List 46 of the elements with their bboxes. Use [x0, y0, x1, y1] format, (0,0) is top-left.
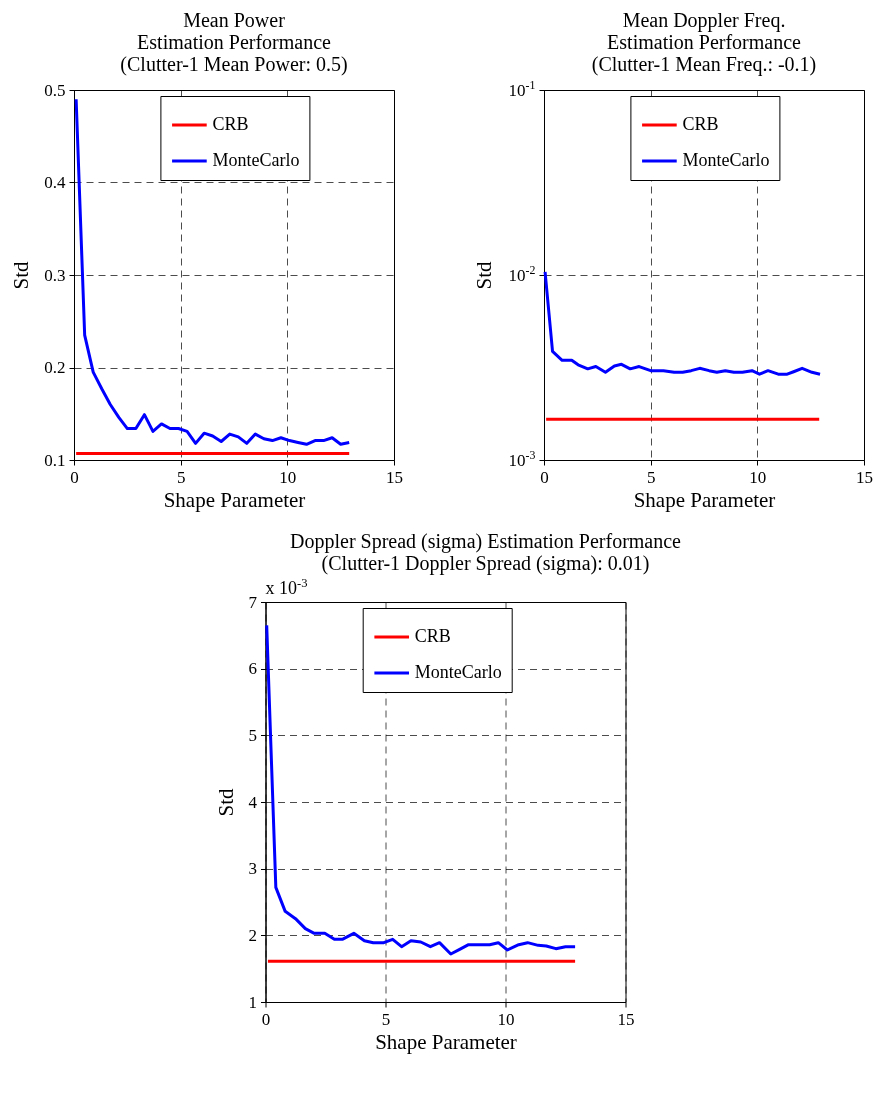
chart-title: Doppler Spread (sigma) Estimation Performance (Clutter-1 Doppler Spread (sigma): 0.01) — [290, 530, 682, 575]
y-axis-title: Std — [213, 787, 238, 817]
legend-label: CRB — [682, 114, 719, 134]
y-tick-label: 2 — [248, 925, 257, 945]
y-tick-label: 0.1 — [44, 450, 66, 470]
x-tick-label: 15 — [856, 467, 873, 487]
x-tick-label: 0 — [261, 1009, 271, 1029]
y-tick-label: 1 — [248, 992, 257, 1012]
x-tick-label: 15 — [617, 1009, 635, 1029]
x-tick-label: 5 — [646, 467, 656, 487]
legend-label: CRB — [414, 626, 451, 646]
y-tick-label: 5 — [248, 725, 257, 745]
x-tick-label: 10 — [497, 1009, 515, 1029]
y-tick-label: 0.3 — [44, 265, 66, 285]
line-series — [74, 97, 351, 446]
x-axis-title: Shape Parameter — [633, 487, 776, 512]
x-tick-label: 15 — [386, 467, 403, 487]
line-series — [265, 623, 577, 956]
y-tick-label: 0.2 — [44, 358, 66, 377]
legend-label: MonteCarlo — [212, 150, 300, 170]
x-tick-label: 0 — [70, 467, 79, 487]
x-axis-title: Shape Parameter — [375, 1029, 517, 1054]
y-tick-label: 0.4 — [44, 173, 66, 192]
y-tick-label: 3 — [248, 859, 257, 879]
x-tick-label: 10 — [749, 467, 767, 487]
y-tick-label: 6 — [248, 659, 257, 679]
chart-title: Mean Doppler Freq. Estimation Performance (Clutter-1 Mean Freq.: -0.1) — [591, 9, 817, 76]
line-series — [543, 270, 822, 376]
x-tick-label: 0 — [540, 467, 549, 487]
text: x 10$^{-3}$ — [265, 576, 308, 598]
x-tick-label: 10 — [279, 467, 297, 487]
legend-label: MonteCarlo — [682, 150, 770, 170]
x-tick-label: 5 — [176, 467, 186, 487]
y-tick-label: 10$^{-1}$ — [508, 77, 536, 100]
y-tick-label: 4 — [248, 792, 258, 812]
x-axis-title: Shape Parameter — [163, 487, 306, 512]
legend-label: MonteCarlo — [414, 662, 502, 682]
y-axis-title: Std — [9, 260, 34, 290]
y-tick-label: 10$^{-3}$ — [508, 447, 536, 470]
y-tick-label: 10$^{-2}$ — [508, 262, 536, 285]
y-tick-label: 0.5 — [44, 80, 66, 100]
y-tick-label: 7 — [248, 592, 258, 612]
y-axis-title: Std — [472, 260, 497, 290]
legend-label: CRB — [212, 114, 249, 134]
x-tick-label: 5 — [381, 1009, 391, 1029]
chart-title: Mean Power Estimation Performance (Clutter-1 Mean Power: 0.5) — [120, 9, 348, 76]
